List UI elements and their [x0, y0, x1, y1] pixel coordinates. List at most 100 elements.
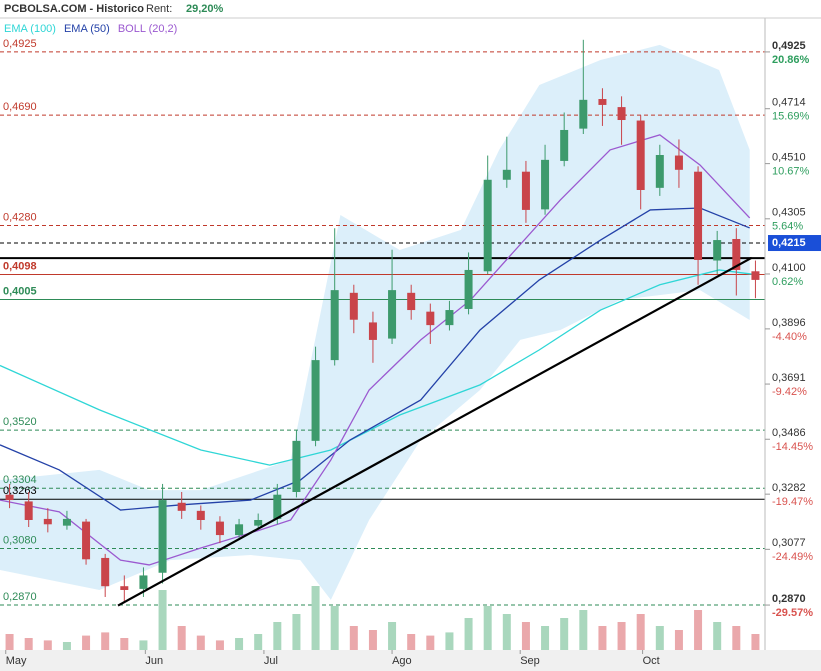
x-tick-label: Jun: [145, 655, 163, 667]
volume-bar: [254, 634, 263, 650]
y-axis-panel: [765, 18, 821, 650]
volume-bar: [292, 614, 301, 650]
level-label: 0,3520: [3, 416, 37, 428]
candle-body: [732, 238, 741, 270]
candle-body: [655, 155, 664, 188]
volume-bar: [598, 626, 607, 650]
x-tick-label: Sep: [520, 655, 540, 667]
rent-label: Rent:: [146, 3, 172, 15]
volume-bar: [388, 622, 397, 650]
x-tick-label: Jul: [264, 655, 278, 667]
level-label: 0,4280: [3, 211, 37, 223]
volume-bar: [235, 638, 244, 650]
volume-bar: [502, 614, 511, 650]
candle-body: [101, 557, 110, 587]
rent-value: 29,20%: [186, 3, 224, 15]
volume-bar: [560, 618, 569, 650]
volume-bar: [655, 626, 664, 650]
y-tick-pct: 5.64%: [772, 221, 803, 233]
y-tick-pct: 15.69%: [772, 111, 810, 123]
header-bar: [0, 0, 821, 18]
level-label: 0,4098: [3, 260, 37, 272]
candle-body: [330, 290, 339, 361]
trendline: [117, 256, 753, 607]
candle-body: [196, 510, 205, 520]
volume-bar: [368, 630, 377, 650]
y-tick-label: 0,4510: [772, 152, 806, 164]
volume-bar: [139, 640, 148, 650]
candle-body: [464, 269, 473, 309]
y-tick-label: 0,3077: [772, 537, 806, 549]
volume-bar: [62, 642, 71, 650]
y-tick-pct: -29.57%: [772, 607, 813, 619]
candle-body: [713, 240, 722, 261]
level-label: 0,2870: [3, 591, 37, 603]
y-tick-label: 0,4714: [772, 97, 806, 109]
y-tick-pct: 0.62%: [772, 276, 803, 288]
legend-entry: EMA (100): [4, 23, 56, 35]
indicator-line: [0, 207, 750, 511]
level-label: 0,3304: [3, 474, 37, 486]
indicator-line: [0, 269, 760, 466]
volume-bar: [464, 618, 473, 650]
volume-bar: [349, 626, 358, 650]
volume-bar: [82, 635, 91, 650]
candle-body: [158, 500, 167, 573]
volume-bar: [5, 634, 14, 650]
y-tick-label: 0,4305: [772, 207, 806, 219]
candle-body: [43, 518, 52, 525]
y-tick-label: 0,2870: [772, 593, 806, 605]
volume-bar: [426, 635, 435, 650]
volume-bar: [407, 634, 416, 650]
level-label: 0,4925: [3, 38, 37, 50]
candle-body: [311, 360, 320, 441]
candle-body: [273, 494, 282, 519]
candle-body: [445, 310, 454, 326]
candle-body: [560, 129, 569, 161]
volume-bar: [445, 632, 454, 650]
current-price-label: 0,4215: [772, 237, 806, 249]
y-tick-pct: -4.40%: [772, 331, 807, 343]
candle-body: [751, 271, 760, 280]
volume-bar: [732, 626, 741, 650]
site-title: PCBOLSA.COM - Historico: [4, 3, 144, 15]
y-tick-pct: -9.42%: [772, 386, 807, 398]
volume-bar: [158, 590, 167, 650]
y-tick-pct: 10.67%: [772, 166, 810, 178]
candle-body: [674, 155, 683, 170]
volume-bar: [330, 606, 339, 650]
candle-body: [407, 292, 416, 311]
candle-body: [349, 292, 358, 320]
y-tick-label: 0,3691: [772, 372, 806, 384]
candle-body: [177, 502, 186, 511]
candle-body: [254, 519, 263, 526]
volume-bar: [215, 640, 224, 650]
candle-body: [636, 120, 645, 190]
level-label: 0,4005: [3, 285, 37, 297]
volume-bar: [751, 634, 760, 650]
y-tick-label: 0,4925: [772, 40, 806, 52]
volume-bar: [521, 622, 530, 650]
candle-body: [5, 494, 14, 501]
volume-bar: [101, 632, 110, 650]
candle-body: [215, 521, 224, 536]
legend-entry: BOLL (20,2): [118, 23, 178, 35]
current-price-box: [768, 235, 821, 252]
candle-body: [368, 322, 377, 340]
candle-body: [502, 169, 511, 180]
level-label: 0,4690: [3, 101, 37, 113]
y-tick-label: 0,4100: [772, 262, 806, 274]
y-tick-pct: -24.49%: [772, 551, 813, 563]
volume-bar: [24, 638, 33, 650]
volume-bar: [273, 622, 282, 650]
volume-bar: [177, 626, 186, 650]
x-tick-label: Oct: [643, 655, 660, 667]
x-axis-band: [0, 650, 821, 671]
volume-bar: [541, 626, 550, 650]
level-label: 0,3080: [3, 534, 37, 546]
volume-bar: [617, 622, 626, 650]
volume-bar: [43, 640, 52, 650]
volume-bar: [120, 638, 129, 650]
candle-body: [82, 521, 91, 560]
candle-body: [388, 290, 397, 339]
